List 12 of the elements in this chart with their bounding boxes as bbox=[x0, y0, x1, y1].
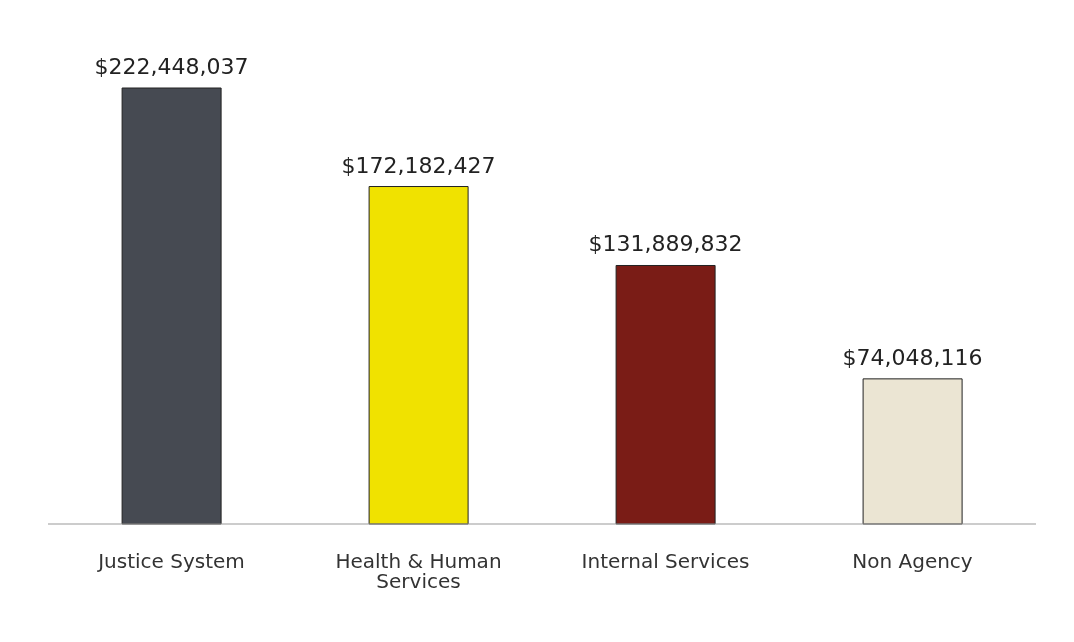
data-label: $222,448,037 bbox=[94, 54, 249, 79]
x-tick-label: Internal Services bbox=[581, 549, 750, 574]
x-tick-label: Non Agency bbox=[852, 549, 973, 574]
x-tick-label: Health & Human Services bbox=[335, 549, 502, 594]
bar bbox=[615, 264, 716, 525]
bar bbox=[368, 186, 469, 525]
bar bbox=[862, 378, 963, 525]
data-label: $74,048,116 bbox=[842, 344, 983, 370]
data-label: $172,182,427 bbox=[341, 152, 496, 178]
bar bbox=[121, 87, 222, 525]
x-tick-label: Justice System bbox=[96, 549, 245, 574]
data-label: $131,889,832 bbox=[588, 231, 743, 257]
